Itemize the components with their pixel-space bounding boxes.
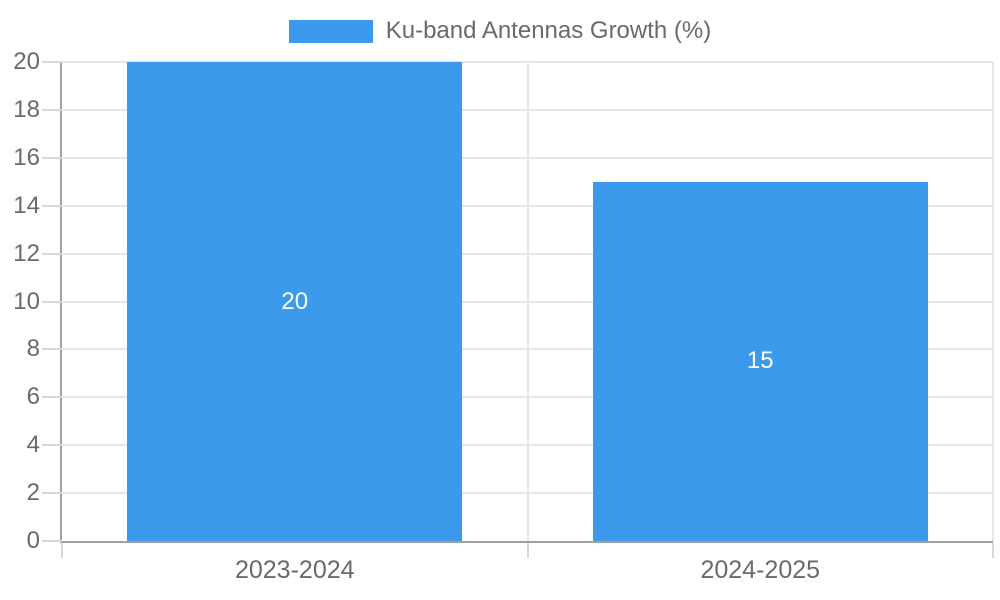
- y-tick-label: 12: [13, 239, 40, 267]
- y-axis-tick: [42, 540, 62, 542]
- x-axis-tick: [992, 543, 994, 558]
- v-gridline: [526, 62, 529, 541]
- y-tick-label: 16: [13, 143, 40, 171]
- y-axis-tick: [42, 156, 62, 159]
- bar: 15: [592, 181, 928, 541]
- y-axis-tick: [42, 300, 62, 303]
- x-category-label: 2024-2025: [700, 556, 821, 584]
- x-category-label: 2023-2024: [234, 556, 355, 584]
- x-axis-tick: [61, 543, 63, 558]
- y-axis-tick: [42, 492, 62, 495]
- x-axis-labels: 2023-2024 2024-2025: [62, 556, 993, 596]
- bar-value-label: 15: [746, 347, 774, 375]
- bar-value-label: 20: [281, 287, 309, 315]
- y-tick-label: 8: [26, 335, 40, 363]
- y-axis-tick: [42, 204, 62, 207]
- bar: 20: [127, 62, 463, 541]
- legend-label: Ku-band Antennas Growth (%): [385, 17, 712, 44]
- y-tick-label: 10: [13, 287, 40, 315]
- y-axis-tick: [42, 444, 62, 447]
- y-axis-labels: 0 2 4 6 8 10 12 14 16 18 20: [0, 50, 40, 553]
- x-axis-tick: [526, 543, 529, 558]
- v-gridline: [992, 62, 994, 541]
- y-axis-tick: [42, 108, 62, 111]
- y-axis-tick: [42, 348, 62, 351]
- y-tick-label: 14: [13, 191, 40, 219]
- y-tick-label: 20: [13, 48, 40, 75]
- y-axis-tick: [42, 396, 62, 399]
- y-axis-tick: [42, 61, 62, 63]
- plot-area: 20 15: [42, 61, 994, 558]
- y-tick-label: 6: [26, 383, 40, 411]
- legend-color-swatch: [288, 19, 373, 43]
- chart-legend: Ku-band Antennas Growth (%): [0, 17, 1000, 45]
- y-tick-label: 4: [26, 431, 40, 459]
- y-tick-label: 0: [26, 527, 40, 554]
- y-tick-label: 2: [26, 479, 40, 507]
- y-tick-label: 18: [13, 95, 40, 123]
- y-axis-tick: [42, 252, 62, 255]
